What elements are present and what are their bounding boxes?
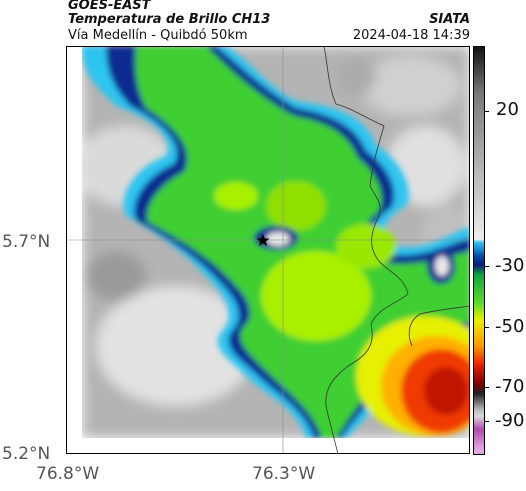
tick-mark (485, 421, 489, 422)
lon-label-76-8: 76.8°W (36, 464, 100, 484)
datetime-label: 2024-04-18 14:39 (352, 28, 470, 43)
tick-mark (485, 111, 489, 112)
boundary-line-secondary (408, 305, 470, 347)
title-line-2: Temperatura de Brillo CH13 (68, 12, 271, 27)
tick-mark (485, 327, 489, 328)
colorbar-tick-neg90: -90 (495, 410, 525, 431)
title-line-1: GOES-EAST (68, 0, 151, 13)
tick-mark (485, 387, 489, 388)
boundary-line (323, 46, 409, 454)
colorbar-tick-neg50: -50 (495, 316, 525, 337)
star-icon (256, 234, 270, 246)
colorbar-tick-neg70: -70 (495, 376, 525, 397)
satellite-map (66, 46, 470, 454)
source-label: SIATA (429, 12, 470, 27)
lon-label-76-3: 76.3°W (252, 464, 316, 484)
colorbar (473, 46, 485, 455)
lat-label-5-7: 5.7°N (2, 232, 51, 252)
colorbar-tick-20: 20 (496, 99, 519, 120)
lat-label-5-2: 5.2°N (2, 444, 51, 464)
colorbar-tick-neg30: -30 (495, 255, 525, 276)
title-line-3: Vía Medellín - Quibdó 50km (68, 28, 248, 43)
tick-mark (485, 266, 489, 267)
